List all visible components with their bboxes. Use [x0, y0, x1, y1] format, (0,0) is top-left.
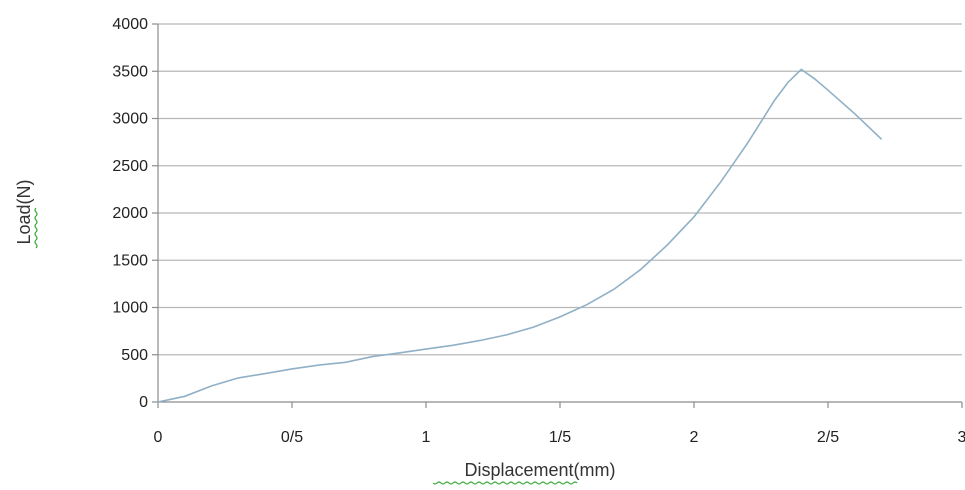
series-line	[157, 68, 883, 403]
spellcheck-underline-y	[34, 207, 38, 249]
x-tick-label-5: 2/5	[817, 429, 839, 446]
x-tick-label-6: 3	[958, 429, 965, 446]
axes	[152, 23, 963, 408]
y-tick-label-5: 2500	[112, 158, 148, 175]
x-axis-title: Displacement(mm)	[464, 460, 615, 480]
y-tick-label-1: 500	[121, 347, 148, 364]
y-tick-label-8: 4000	[112, 16, 148, 33]
x-tick-label-3: 1/5	[549, 429, 571, 446]
y-tick-label-7: 3500	[112, 63, 148, 80]
x-tick-label-1: 0/5	[281, 429, 303, 446]
x-tick-label-0: 0	[154, 429, 163, 446]
y-tick-label-2: 1000	[112, 300, 148, 317]
y-tick-label-0: 0	[139, 394, 148, 411]
x-tick-labels: 0 0/5 1 1/5 2 2/5 3	[154, 429, 965, 446]
y-axis-title: Load(N)	[14, 179, 34, 244]
gridlines	[158, 23, 962, 356]
x-tick-label-2: 1	[422, 429, 431, 446]
y-tick-label-6: 3000	[112, 111, 148, 128]
y-tick-label-4: 2000	[112, 205, 148, 222]
y-tick-labels: 0 500 1000 1500 2000 2500 3000 3500 4000	[112, 16, 148, 411]
x-tick-label-4: 2	[690, 429, 699, 446]
spellcheck-underline-x	[432, 481, 578, 485]
y-tick-label-3: 1500	[112, 252, 148, 269]
